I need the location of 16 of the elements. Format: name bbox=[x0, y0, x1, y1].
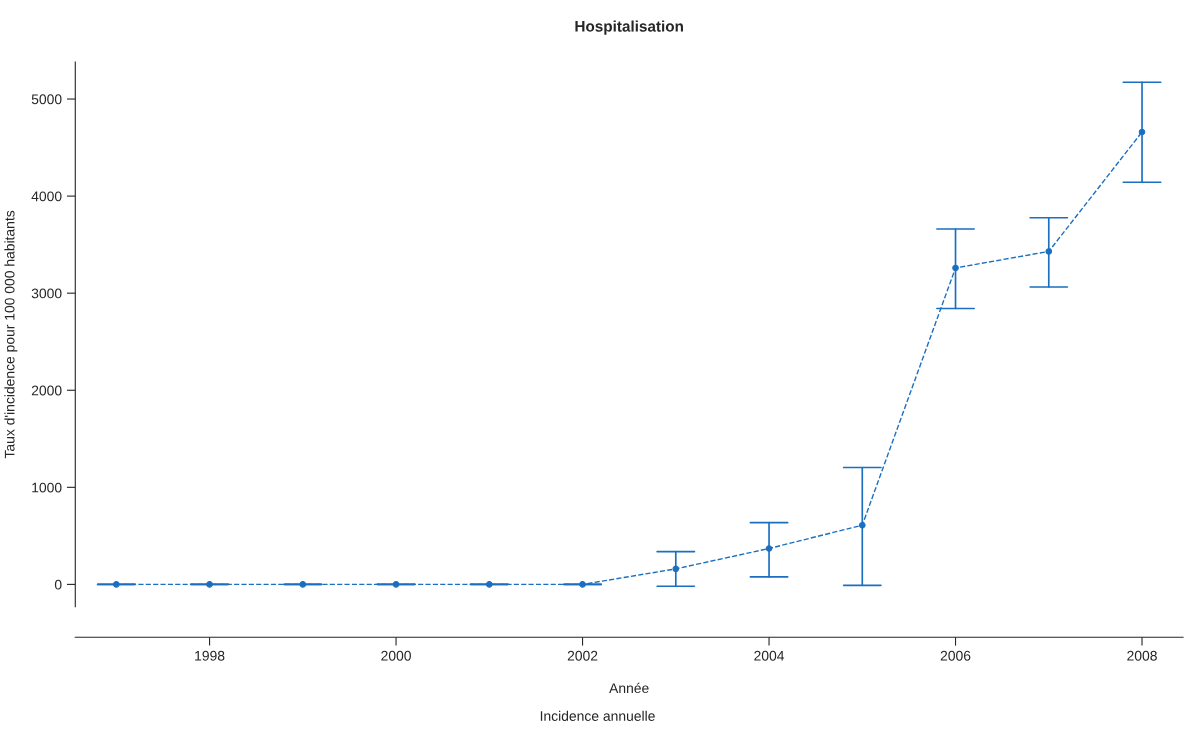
y-tick-label: 1000 bbox=[32, 482, 62, 493]
x-tick-label: 2006 bbox=[940, 650, 971, 661]
y-tick-label: 3000 bbox=[31, 288, 62, 299]
y-tick-label: 4000 bbox=[31, 191, 62, 202]
x-axis-title: Année bbox=[609, 682, 649, 694]
y-tick-label: 2000 bbox=[31, 385, 62, 396]
text: Incidence annuelle bbox=[540, 710, 655, 721]
chart-title: Hospitalisation bbox=[575, 20, 683, 35]
y-axis-title: Taux d'incidence pour 100 000 habitants bbox=[4, 210, 18, 459]
x-tick-label: 2008 bbox=[1127, 650, 1157, 661]
x-tick-label: 2002 bbox=[567, 650, 598, 661]
x-tick-label: 1998 bbox=[195, 650, 225, 661]
y-tick-label: 0 bbox=[54, 579, 62, 590]
x-tick-label: 2000 bbox=[381, 650, 411, 661]
y-tick-label: 5000 bbox=[31, 94, 62, 105]
x-tick-label: 2004 bbox=[754, 650, 785, 661]
